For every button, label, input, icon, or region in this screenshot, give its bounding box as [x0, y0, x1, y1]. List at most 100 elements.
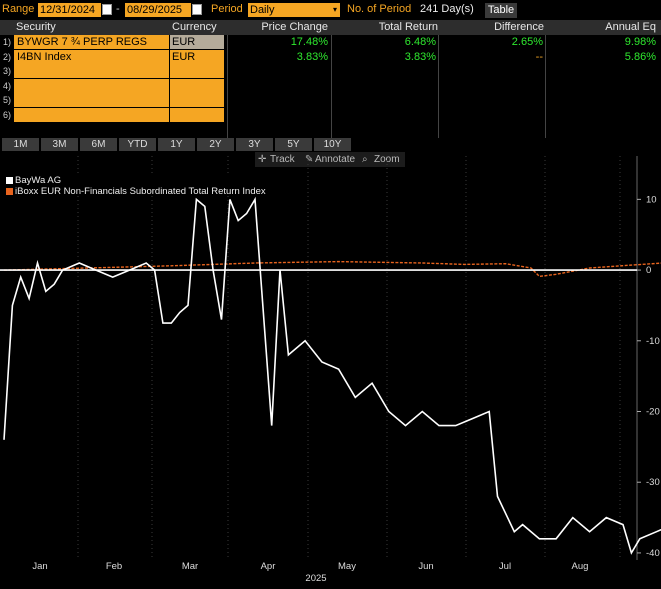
currency-cell[interactable]: [170, 93, 224, 107]
x-tick-label: Mar: [182, 561, 198, 572]
legend-label-2: iBoxx EUR Non-Financials Subordinated To…: [15, 186, 266, 197]
period-tab-ytd[interactable]: YTD: [119, 138, 156, 151]
difference-cell: [440, 64, 543, 78]
period-tab-1y[interactable]: 1Y: [158, 138, 195, 151]
total-return-cell: [332, 79, 436, 93]
annual-eq-cell: 5.86%: [624, 50, 656, 63]
period-tab-3m[interactable]: 3M: [41, 138, 78, 151]
period-tab-3y[interactable]: 3Y: [236, 138, 273, 151]
annual-eq-cell: [546, 108, 656, 122]
period-tab-5y[interactable]: 5Y: [275, 138, 312, 151]
price-change-cell: 17.48%: [290, 36, 328, 48]
row-number: 4): [3, 80, 12, 91]
chevron-down-icon[interactable]: ▾: [330, 3, 340, 17]
annual-eq-cell: [546, 79, 656, 93]
difference-cell: [440, 93, 543, 107]
security-cell[interactable]: [14, 78, 169, 93]
difference-cell: [440, 108, 543, 122]
difference-cell: 2.65%: [511, 36, 543, 48]
legend-item-1[interactable]: BayWa AG: [6, 175, 61, 186]
track-button[interactable]: Track: [270, 154, 295, 165]
header-price-change[interactable]: Price Change: [261, 21, 328, 33]
period-label: Period: [211, 3, 243, 15]
period-tab-10y[interactable]: 10Y: [314, 138, 351, 151]
header-currency[interactable]: Currency: [172, 21, 217, 33]
row-number: 3): [3, 66, 12, 76]
series-line-iboxx: [3, 260, 661, 278]
header-security[interactable]: Security: [16, 21, 56, 33]
security-cell[interactable]: [14, 64, 169, 78]
row-number: 6): [3, 109, 12, 120]
difference-cell: [440, 79, 543, 93]
annual-eq-cell: [546, 64, 656, 78]
y-tick-label: -40: [646, 548, 660, 559]
pencil-icon: ✎: [305, 154, 314, 165]
currency-cell[interactable]: EUR: [170, 49, 224, 64]
range-separator: -: [116, 3, 120, 15]
series-line-baywa: [3, 196, 661, 555]
num-period-value: 241 Day(s): [420, 3, 474, 15]
num-period-label: No. of Period: [347, 3, 412, 15]
header-annual-eq[interactable]: Annual Eq: [605, 21, 656, 33]
x-tick-label: Jan: [32, 561, 47, 572]
security-cell[interactable]: I4BN Index: [14, 49, 169, 64]
x-tick-label: Feb: [106, 561, 122, 572]
header-difference[interactable]: Difference: [494, 21, 544, 33]
x-tick-label: Apr: [261, 561, 276, 572]
x-tick-label: May: [338, 561, 356, 572]
currency-cell[interactable]: [170, 107, 224, 122]
total-return-cell: 3.83%: [404, 50, 436, 63]
period-tab-1m[interactable]: 1M: [2, 138, 39, 151]
legend-swatch-1: [6, 176, 13, 184]
difference-cell: --: [535, 50, 543, 63]
annual-eq-cell: [546, 93, 656, 107]
x-axis-year-label: 2025: [305, 573, 326, 584]
currency-cell[interactable]: EUR: [170, 35, 224, 49]
end-calendar-icon[interactable]: [192, 4, 202, 15]
security-cell[interactable]: [14, 107, 169, 122]
zoom-button[interactable]: Zoom: [374, 154, 400, 165]
price-change-cell: 3.83%: [296, 50, 328, 63]
period-value: Daily: [250, 4, 275, 16]
y-tick-label: -10: [646, 336, 660, 347]
securities-table: Security Currency Price Change Total Ret…: [0, 20, 661, 138]
crosshair-icon: ✛: [258, 154, 267, 165]
table-header: Security Currency Price Change Total Ret…: [0, 20, 661, 35]
price-change-cell: [228, 93, 328, 107]
end-date-field[interactable]: 08/29/2025: [125, 3, 191, 17]
total-return-cell: [332, 108, 436, 122]
annotate-button[interactable]: Annotate: [315, 154, 356, 165]
start-calendar-icon[interactable]: [102, 4, 112, 15]
security-cell[interactable]: [14, 93, 169, 107]
period-tab-2y[interactable]: 2Y: [197, 138, 234, 151]
y-tick-label: -30: [646, 477, 660, 488]
chart-legend: [6, 174, 274, 196]
y-tick-label: 0: [646, 265, 651, 276]
x-tick-label: Jun: [418, 561, 433, 572]
price-change-cell: [228, 64, 328, 78]
legend-label-1: BayWa AG: [15, 175, 62, 186]
period-tab-6m[interactable]: 6M: [80, 138, 117, 151]
price-chart[interactable]: 10 0 -10 -20 -30 -40 Jan Feb Mar Apr May Jun Jul Aug 2…: [0, 150, 661, 589]
row-number: 1): [3, 37, 12, 47]
start-date-field[interactable]: 12/31/2024: [38, 3, 101, 17]
price-change-cell: [228, 79, 328, 93]
y-tick-label: -20: [646, 407, 660, 418]
currency-cell[interactable]: [170, 78, 224, 93]
magnifier-icon: ⌕: [362, 154, 368, 165]
table-button[interactable]: Table: [485, 3, 517, 18]
chart-toolbar: [255, 152, 405, 167]
period-dropdown[interactable]: Daily: [248, 3, 330, 17]
row-number: 5): [3, 95, 12, 105]
range-label: Range: [2, 3, 35, 15]
x-tick-label: Aug: [572, 561, 589, 572]
y-tick-label: 10: [646, 194, 657, 205]
security-cell[interactable]: BYWGR 7 ¾ PERP REGS Corp: [14, 35, 169, 62]
legend-item-2[interactable]: iBoxx EUR Non-Financials Subordinated To…: [6, 186, 266, 197]
x-tick-label: Jul: [499, 561, 511, 572]
currency-cell[interactable]: [170, 64, 224, 78]
row-number: 2): [3, 51, 12, 62]
header-total-return[interactable]: Total Return: [378, 21, 438, 33]
annual-eq-cell: 9.98%: [624, 36, 656, 48]
total-return-cell: [332, 64, 436, 78]
